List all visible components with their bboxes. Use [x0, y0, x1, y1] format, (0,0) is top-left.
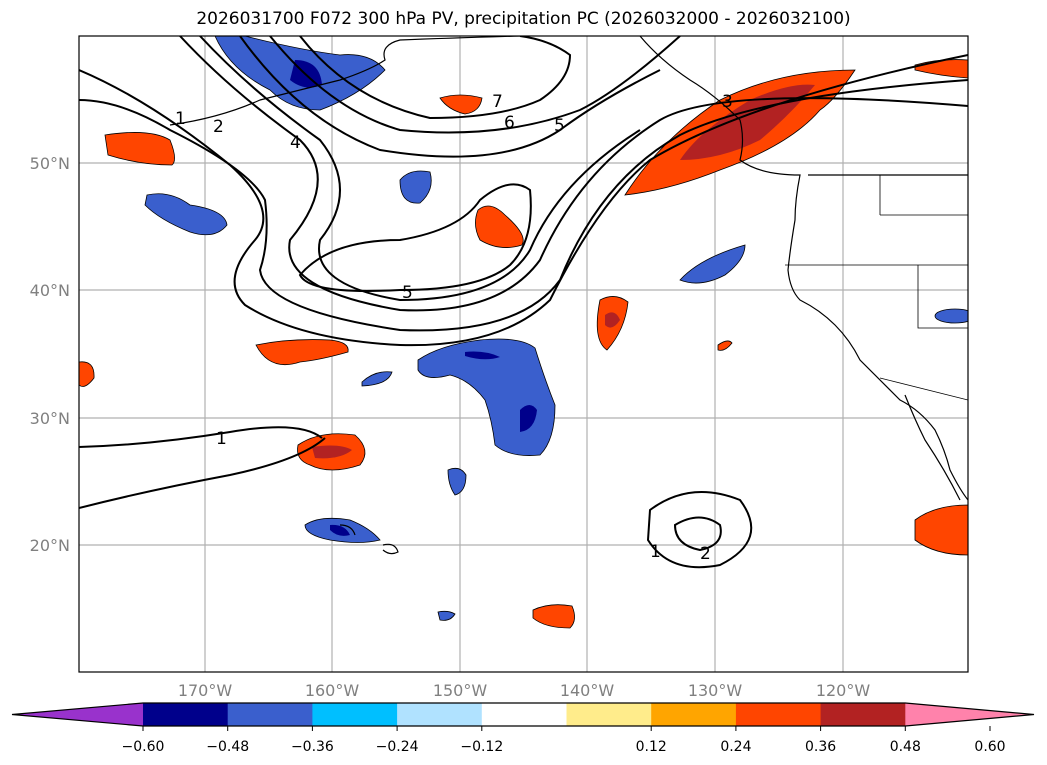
contour-label: 1 [175, 109, 186, 129]
precip-positive-blob [104, 132, 175, 166]
colorbar-segment [397, 703, 483, 726]
colorbar-tick-label: 0.24 [720, 739, 751, 755]
map-title: 2026031700 F072 300 hPa PV, precipitatio… [196, 9, 851, 29]
contour-label: 6 [504, 113, 515, 133]
pv-contour-7 [299, 36, 572, 120]
lon-tick-label: 170°W [178, 681, 233, 700]
precip-negative-blob [399, 170, 432, 204]
lon-tick-label: 130°W [688, 681, 743, 700]
precip-positive-blob [914, 504, 968, 556]
colorbar-segment [566, 703, 652, 726]
colorbar-extend-max [905, 703, 1034, 726]
contour-label: 3 [722, 92, 733, 112]
alaska-coast [169, 36, 521, 126]
pv-contour-1-south-b [79, 437, 326, 509]
contour-label: 4 [290, 133, 301, 153]
contour-label: 5 [554, 116, 565, 136]
precip-negative-blob [144, 193, 228, 236]
lon-tick-label: 160°W [305, 681, 360, 700]
precip-positive-blob [475, 205, 524, 248]
state-borders [785, 175, 968, 401]
contour-label: 1 [650, 542, 661, 562]
lat-tick-label: 30°N [30, 409, 70, 428]
colorbar-tick-label: 0.48 [890, 739, 921, 755]
colorbar-tick-label: −0.24 [376, 739, 419, 755]
pv-contours [79, 36, 968, 569]
colorbar-segment [820, 703, 906, 726]
precip-fields [79, 36, 968, 629]
lat-tick-label: 50°N [30, 154, 70, 173]
colorbar-tick-label: −0.48 [206, 739, 249, 755]
colorbar-tick-label: 0.60 [974, 739, 1005, 755]
colorbar-segment [312, 703, 398, 726]
precip-negative-core [520, 405, 537, 432]
precip-strong-blob [605, 312, 620, 328]
pv-contour-4 [199, 36, 641, 302]
contour-label: 7 [492, 92, 503, 112]
colorbar-tick-label: 0.36 [805, 739, 836, 755]
colorbar-tick-label: −0.60 [122, 739, 165, 755]
lat-tick-label: 40°N [30, 281, 70, 300]
colorbar-tick-label: −0.36 [291, 739, 334, 755]
pv-contour-2 [79, 79, 968, 332]
precip-positive-blob [532, 604, 575, 629]
colorbar-segment [735, 703, 822, 726]
map-frame [78, 35, 969, 673]
colorbar-segment [651, 703, 737, 726]
pv-contour-1-closed [646, 491, 753, 569]
precip-negative-core [330, 524, 350, 536]
lat-tick-label: 20°N [30, 536, 70, 555]
contour-label: 2 [213, 117, 224, 137]
precip-negative-blob [447, 467, 467, 496]
pv-contour-3 [179, 36, 968, 312]
lon-tick-label: 150°W [433, 681, 488, 700]
colorbar-extend-min [12, 703, 143, 726]
lon-tick-label: 140°W [560, 681, 615, 700]
precip-strong-blob [312, 445, 352, 459]
baja-coast [904, 394, 961, 501]
precip-positive-blob [439, 94, 483, 115]
lon-tick-label: 120°W [816, 681, 871, 700]
pv-contour-6 [269, 36, 681, 134]
contour-labels: 1 2 4 7 6 5 5 3 1 1 2 [175, 92, 733, 564]
precip-negative-blob [361, 371, 393, 387]
pv-contour-5b [298, 183, 532, 292]
colorbar-tick-label: 0.12 [636, 739, 667, 755]
colorbar-tick-label: −0.12 [460, 739, 503, 755]
colorbar: −0.60 −0.48 −0.36 −0.24 −0.12 0.12 0.24 0.36 0.4… [11, 702, 1035, 755]
pv-contour-1 [79, 54, 968, 347]
pv-contour-2-closed [673, 516, 722, 552]
contour-label: 1 [216, 429, 227, 449]
contour-label: 5 [402, 283, 413, 303]
contour-label: 2 [700, 544, 711, 564]
precip-negative-core [465, 351, 500, 360]
hawaii-islands [339, 524, 399, 555]
colorbar-segment [227, 703, 313, 726]
precip-negative-blob [437, 610, 456, 621]
colorbar-segment [481, 703, 567, 726]
pv-contour-5a [239, 36, 661, 158]
colorbar-segment [143, 703, 229, 726]
precip-positive-blob [79, 361, 95, 387]
precip-positive-blob [717, 340, 733, 351]
precip-positive-blob [255, 339, 349, 366]
precip-negative-blob [679, 244, 746, 284]
pv-contour-1-south [79, 426, 323, 448]
